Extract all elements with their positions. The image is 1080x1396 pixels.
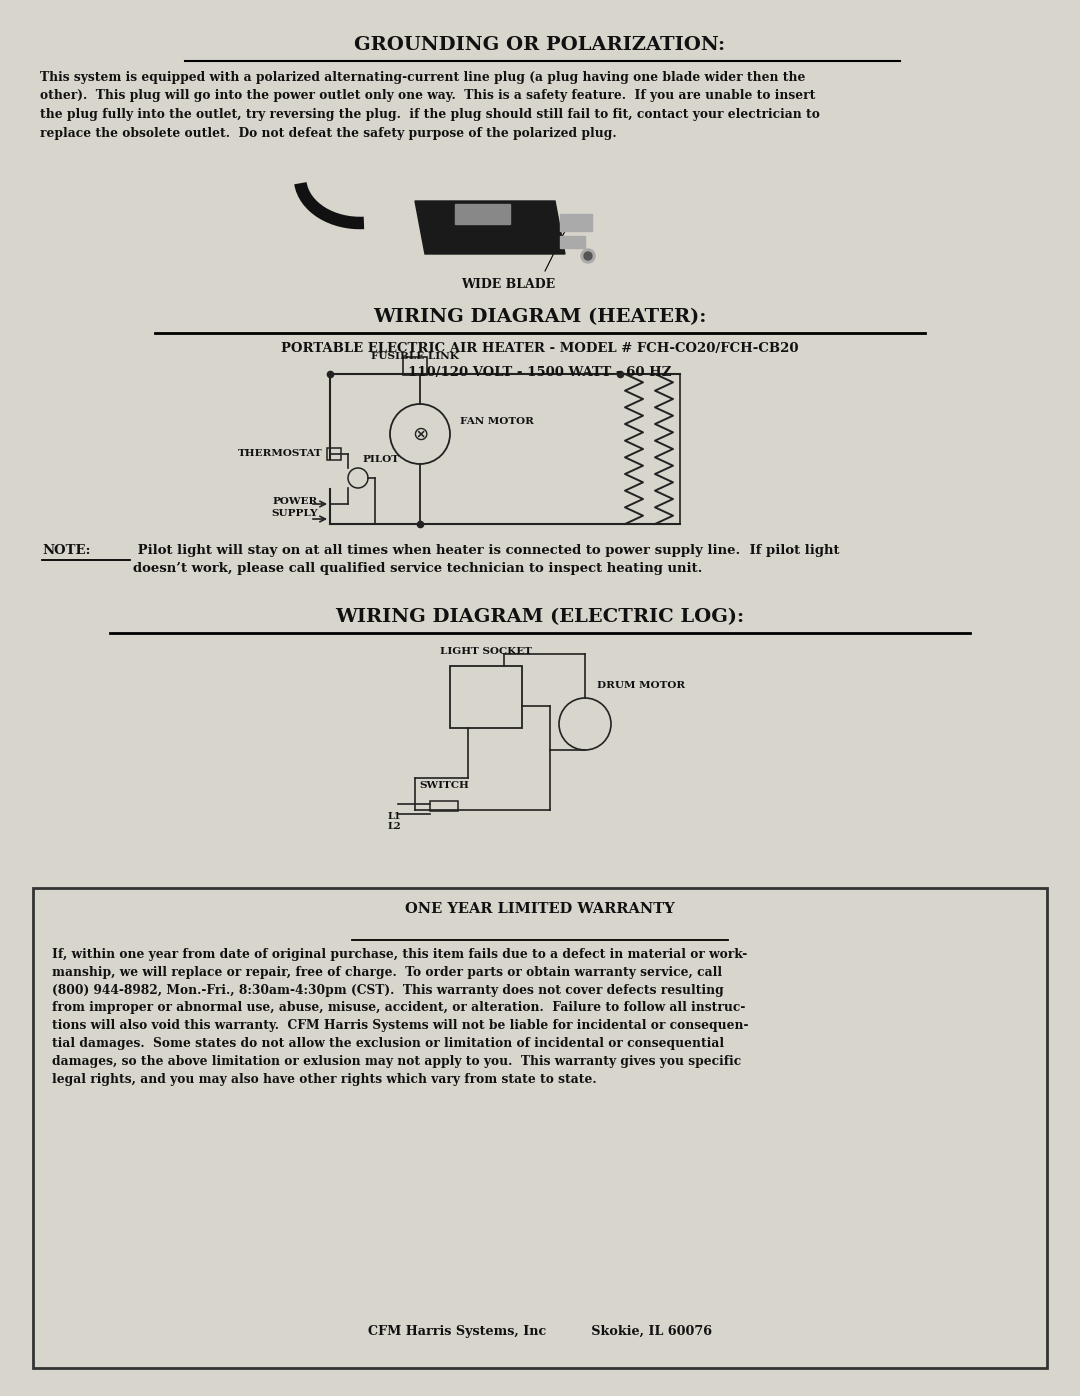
Text: ⊗: ⊗ <box>411 424 428 444</box>
Text: WIDE BLADE: WIDE BLADE <box>461 278 555 290</box>
Circle shape <box>390 403 450 463</box>
Text: CFM Harris Systems, Inc          Skokie, IL 60076: CFM Harris Systems, Inc Skokie, IL 60076 <box>368 1325 712 1337</box>
Text: ONE YEAR LIMITED WARRANTY: ONE YEAR LIMITED WARRANTY <box>405 902 675 916</box>
Circle shape <box>559 698 611 750</box>
Text: If, within one year from date of original purchase, this item fails due to a def: If, within one year from date of origina… <box>52 948 748 1086</box>
Text: LIGHT SOCKET: LIGHT SOCKET <box>440 646 532 656</box>
Text: WIRING DIAGRAM (HEATER):: WIRING DIAGRAM (HEATER): <box>374 309 706 327</box>
Text: DRUM MOTOR: DRUM MOTOR <box>597 681 685 691</box>
Polygon shape <box>455 204 510 223</box>
Text: PILOT: PILOT <box>362 455 399 463</box>
Polygon shape <box>415 201 565 254</box>
Polygon shape <box>561 236 585 248</box>
Text: THERMOSTAT: THERMOSTAT <box>238 448 322 458</box>
Text: Pilot light will stay on at all times when heater is connected to power supply l: Pilot light will stay on at all times wh… <box>133 544 839 575</box>
Circle shape <box>581 248 595 262</box>
Text: This system is equipped with a polarized alternating-current line plug (a plug h: This system is equipped with a polarized… <box>40 71 820 140</box>
Text: FAN MOTOR: FAN MOTOR <box>460 417 534 427</box>
Text: WIRING DIAGRAM (ELECTRIC LOG):: WIRING DIAGRAM (ELECTRIC LOG): <box>336 609 744 625</box>
Text: POWER
SUPPLY: POWER SUPPLY <box>271 497 318 518</box>
Text: PORTABLE ELECTRIC AIR HEATER - MODEL # FCH-CO20/FCH-CB20: PORTABLE ELECTRIC AIR HEATER - MODEL # F… <box>281 342 799 355</box>
Polygon shape <box>561 214 592 230</box>
Bar <box>327 448 341 461</box>
Circle shape <box>348 468 368 489</box>
Text: FUSIBLE LINK: FUSIBLE LINK <box>372 352 459 362</box>
Text: GROUNDING OR POLARIZATION:: GROUNDING OR POLARIZATION: <box>354 36 726 54</box>
Bar <box>430 801 458 811</box>
Circle shape <box>584 253 592 260</box>
Text: L1
L2: L1 L2 <box>388 812 402 832</box>
Text: 110/120 VOLT - 1500 WATT - 60 HZ: 110/120 VOLT - 1500 WATT - 60 HZ <box>408 366 672 378</box>
Bar <box>403 357 427 376</box>
Text: NOTE:: NOTE: <box>42 544 91 557</box>
Text: SWITCH: SWITCH <box>419 780 469 790</box>
Bar <box>450 666 522 727</box>
Bar <box>33 888 1047 1368</box>
